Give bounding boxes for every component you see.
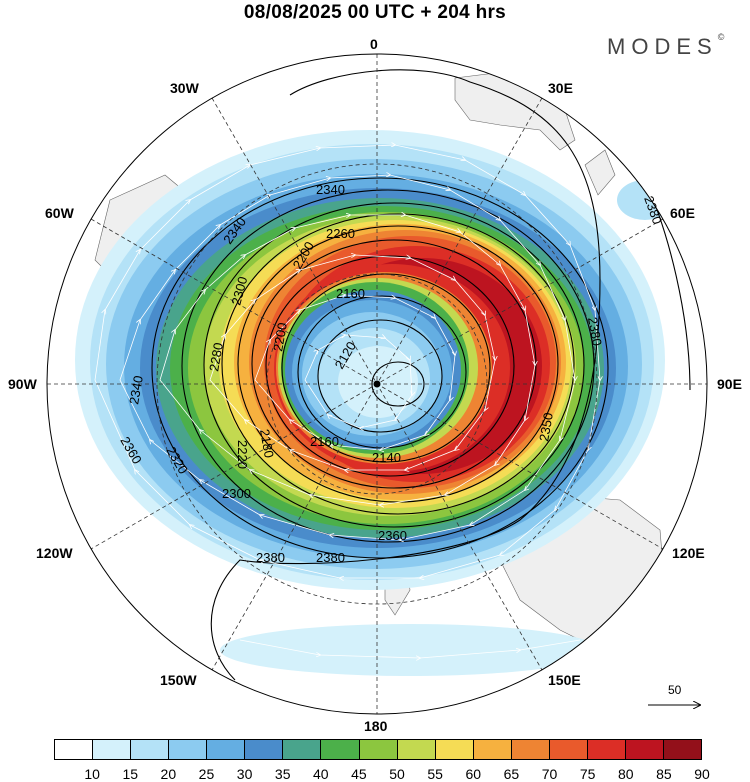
colorbar-tick-label: 85 <box>656 766 672 782</box>
contour-label: 2380 <box>256 550 285 565</box>
colorbar-tick-label: 60 <box>465 766 482 782</box>
contour-label: 2260 <box>326 226 355 241</box>
logo-text: MODES <box>607 34 718 59</box>
colorbar-swatch <box>435 740 474 759</box>
wind-streamlines <box>94 145 600 658</box>
map-title: 08/08/2025 00 UTC + 204 hrs <box>243 2 507 23</box>
lon-label-30e: 30E <box>548 80 573 96</box>
lon-label-150w: 150W <box>160 672 197 688</box>
colorbar-swatch <box>625 740 664 759</box>
colorbar-tick-label: 20 <box>160 766 177 782</box>
colorbar-swatch <box>359 740 398 759</box>
colorbar-tick-label: 50 <box>389 766 405 782</box>
colorbar-tick-label: 55 <box>427 766 443 782</box>
colorbar-swatch <box>93 740 132 759</box>
colorbar-tick-label: 45 <box>351 766 367 782</box>
colorbar-tick-label: 40 <box>313 766 329 782</box>
reference-vector-arrow <box>648 683 705 713</box>
wind-speed-field <box>47 54 707 714</box>
south-pole-marker <box>373 380 381 388</box>
lon-label-60e: 60E <box>670 205 695 221</box>
colorbar-swatch <box>664 740 702 759</box>
colorbar-swatch <box>587 740 626 759</box>
colorbar-tick-label: 80 <box>617 766 634 782</box>
colorbar-tick-label: 65 <box>503 766 520 782</box>
colorbar-tick-label: 30 <box>236 766 253 782</box>
contour-label: 2300 <box>222 486 251 501</box>
colorbar-swatch <box>511 740 550 759</box>
contour-label: 2380 <box>316 550 345 565</box>
reference-vector-label: 50 <box>668 683 682 697</box>
lon-label-150e: 150E <box>548 672 581 688</box>
contour-label: 2380 <box>585 316 605 347</box>
contour-label: 2280 <box>206 341 226 372</box>
colorbar-tick-label: 90 <box>694 766 710 782</box>
colorbar-tick-label: 10 <box>84 766 100 782</box>
colorbar <box>54 739 702 760</box>
colorbar-tick-label: 15 <box>122 766 139 782</box>
contour-label: 2340 <box>316 182 345 197</box>
colorbar-swatch <box>321 740 360 759</box>
contour-label: 2300 <box>228 275 250 307</box>
map-boundary <box>46 53 708 715</box>
contour-label: 2350 <box>536 411 556 442</box>
contour-label: 2160 <box>310 434 339 449</box>
lon-label-120w: 120W <box>36 545 73 561</box>
contour-label: 2340 <box>126 374 146 405</box>
colorbar-swatch <box>55 740 94 759</box>
colorbar-tick-label: 75 <box>579 766 596 782</box>
colorbar-tick-label: 35 <box>274 766 291 782</box>
contour-label: 2200 <box>270 321 290 352</box>
contour-label: 2220 <box>235 440 250 469</box>
lon-label-120e: 120E <box>672 545 705 561</box>
colorbar-swatch <box>397 740 436 759</box>
colorbar-swatch <box>131 740 170 759</box>
colorbar-tick-label: 70 <box>541 766 558 782</box>
contour-label: 2140 <box>372 450 401 465</box>
lon-label-90e: 90E <box>717 376 742 392</box>
colorbar-swatch <box>549 740 588 759</box>
contour-label: 2360 <box>378 528 407 543</box>
contour-label: 2180 <box>257 428 277 459</box>
colorbar-swatch <box>169 740 208 759</box>
lon-label-60w: 60W <box>45 205 74 221</box>
lon-label-90w: 90W <box>8 376 37 392</box>
modes-logo: MODES© <box>607 32 725 60</box>
lon-label-180: 180 <box>364 718 388 734</box>
contour-label: 2160 <box>336 286 365 301</box>
lon-label-30w: 30W <box>170 80 199 96</box>
colorbar-swatch <box>283 740 322 759</box>
colorbar-swatch <box>245 740 284 759</box>
colorbar-swatch <box>207 740 246 759</box>
colorbar-swatch <box>473 740 512 759</box>
lon-label-0: 0 <box>370 36 378 52</box>
copyright-mark: © <box>717 32 725 42</box>
colorbar-tick-label: 25 <box>198 766 215 782</box>
